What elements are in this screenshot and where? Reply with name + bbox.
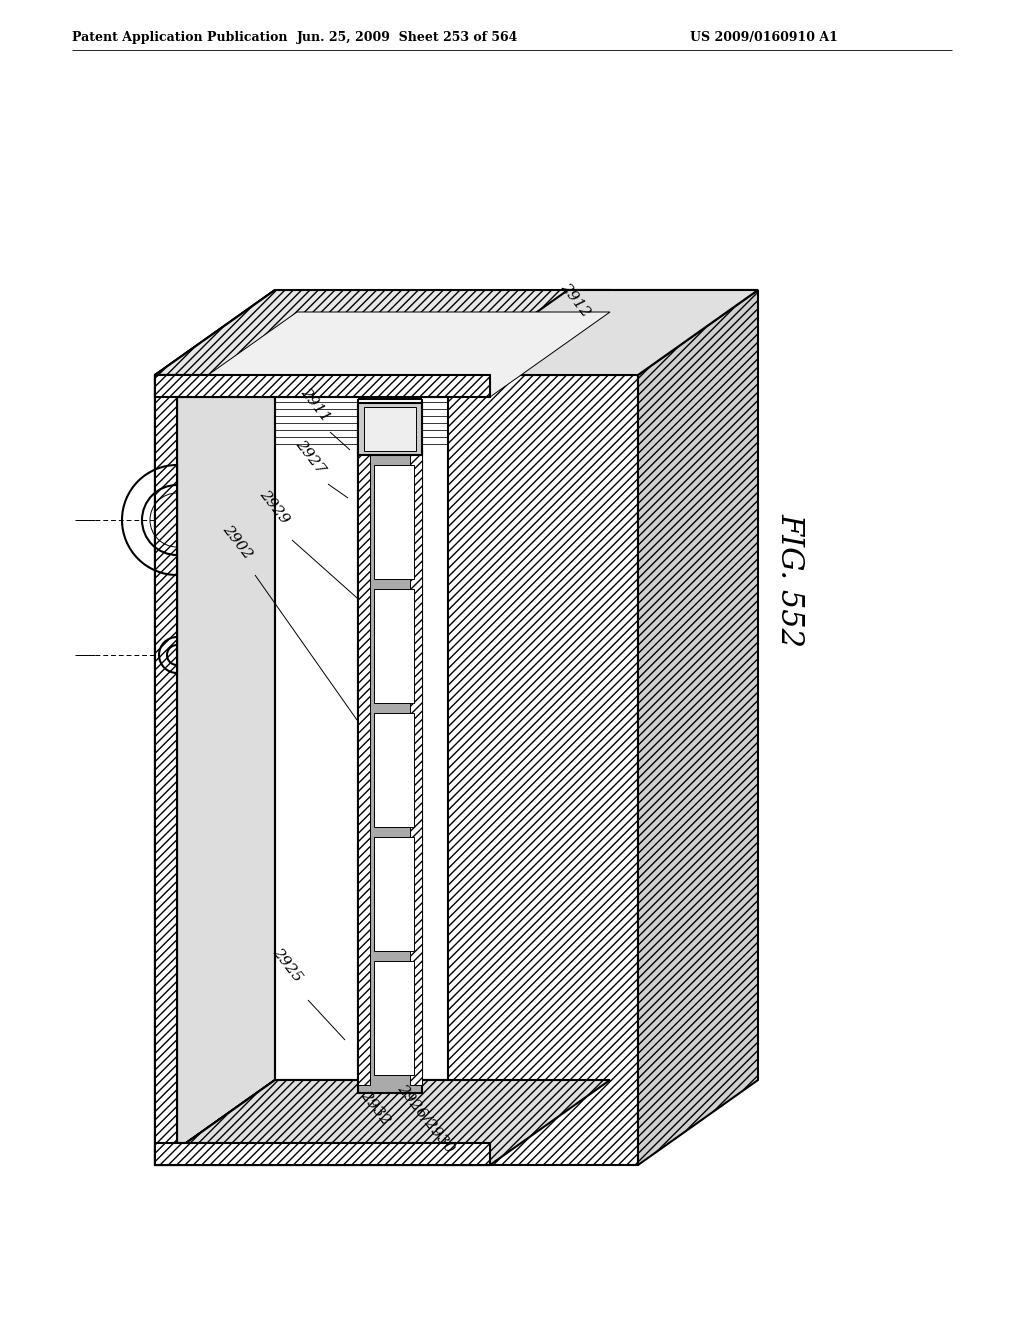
Polygon shape [155,375,177,1166]
Polygon shape [638,290,758,1166]
Text: 2929: 2929 [257,487,292,527]
Text: 2927: 2927 [293,438,328,477]
Text: Jun. 25, 2009  Sheet 253 of 564: Jun. 25, 2009 Sheet 253 of 564 [297,32,519,45]
Text: US 2009/0160910 A1: US 2009/0160910 A1 [690,32,838,45]
Text: Patent Application Publication: Patent Application Publication [72,32,288,45]
Polygon shape [177,312,610,397]
Polygon shape [374,713,414,828]
Text: 2902: 2902 [220,523,255,562]
Polygon shape [410,455,422,1085]
Polygon shape [374,961,414,1074]
Text: 2912: 2912 [558,281,593,319]
Text: 2925: 2925 [270,945,305,985]
Polygon shape [358,450,422,1093]
Polygon shape [155,375,490,397]
Polygon shape [449,375,638,1166]
Polygon shape [155,290,610,375]
Text: 2926/2930: 2926/2930 [395,1081,457,1155]
Polygon shape [155,1143,490,1166]
Polygon shape [364,407,416,451]
Polygon shape [155,290,275,1166]
Polygon shape [155,1080,610,1166]
Polygon shape [374,837,414,950]
Text: 2932: 2932 [358,1089,393,1129]
Polygon shape [449,290,758,375]
Text: FIG. 552: FIG. 552 [774,513,806,647]
Text: 2911: 2911 [298,385,333,425]
Polygon shape [358,455,370,1085]
Polygon shape [374,589,414,704]
Polygon shape [374,465,414,579]
Polygon shape [358,403,422,455]
